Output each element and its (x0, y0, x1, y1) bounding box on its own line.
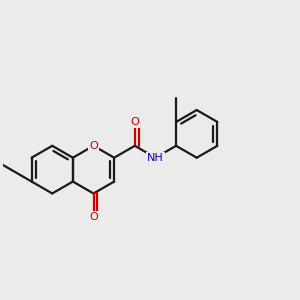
Text: NH: NH (147, 153, 164, 163)
Text: O: O (89, 141, 98, 151)
Text: O: O (89, 212, 98, 222)
Text: O: O (130, 117, 139, 127)
